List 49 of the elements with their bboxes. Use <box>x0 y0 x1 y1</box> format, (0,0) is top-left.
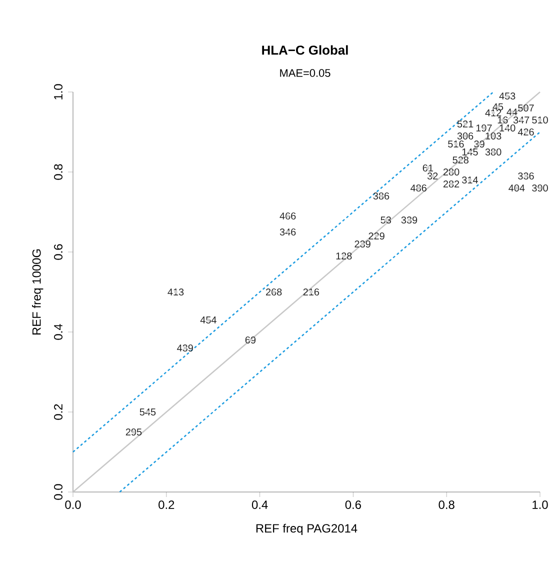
x-tick-label: 0.0 <box>65 500 81 509</box>
y-tick-label: 0.4 <box>54 324 62 340</box>
annotation: 103 <box>486 132 502 140</box>
annotation: 53 <box>380 216 391 224</box>
annotation: 439 <box>177 344 193 352</box>
x-tick-label: 0.6 <box>345 500 361 509</box>
annotation: 295 <box>126 428 142 436</box>
annotation: 268 <box>266 288 282 296</box>
annotation: 44 <box>506 108 518 116</box>
annotation: 453 <box>499 92 516 100</box>
annotation: 145 <box>462 148 478 156</box>
x-axis-title: REF freq PAG2014 <box>256 524 358 535</box>
annotation: 239 <box>354 240 370 248</box>
annotation: 306 <box>457 132 474 140</box>
chart-subtitle: MAE=0.05 <box>280 69 330 77</box>
y-axis-title: REF freq 1000G <box>32 249 44 335</box>
annotation: 69 <box>245 336 256 344</box>
x-tick-label: 0.8 <box>438 500 454 509</box>
annotation: 339 <box>401 216 418 224</box>
y-tick-label: 0.6 <box>54 244 62 260</box>
annotation: 140 <box>500 124 516 132</box>
annotation: 336 <box>518 172 534 180</box>
annotation: 128 <box>336 252 352 260</box>
annotation: 39 <box>474 140 484 148</box>
annotation: 280 <box>443 168 460 176</box>
annotation: 32 <box>427 172 438 180</box>
annotation: 390 <box>532 184 548 192</box>
annotation: 528 <box>452 156 468 164</box>
annotation: 229 <box>368 232 384 240</box>
annotation: 404 <box>508 184 525 192</box>
annotation: 45 <box>492 103 504 110</box>
annotation: 386 <box>373 192 390 200</box>
x-tick-label: 1.0 <box>532 500 548 509</box>
annotation: 521 <box>457 120 474 128</box>
annotation: 197 <box>476 124 492 132</box>
annotation: 466 <box>280 212 296 220</box>
annotation: 347 <box>513 116 530 124</box>
annotation: 282 <box>443 180 460 188</box>
annotation: 545 <box>140 408 156 416</box>
annotation: 507 <box>518 104 534 112</box>
y-tick-label: 0.8 <box>54 164 62 180</box>
y-tick-label: 1.0 <box>54 84 62 100</box>
x-tick-label: 0.4 <box>252 500 268 509</box>
x-tick-label: 0.2 <box>158 500 174 509</box>
annotation: 426 <box>518 128 534 136</box>
annotation: 346 <box>280 228 296 236</box>
annotation: 61 <box>422 164 433 172</box>
y-tick-label: 0.2 <box>54 404 62 420</box>
chart-title: HLA−C Global <box>262 45 348 55</box>
